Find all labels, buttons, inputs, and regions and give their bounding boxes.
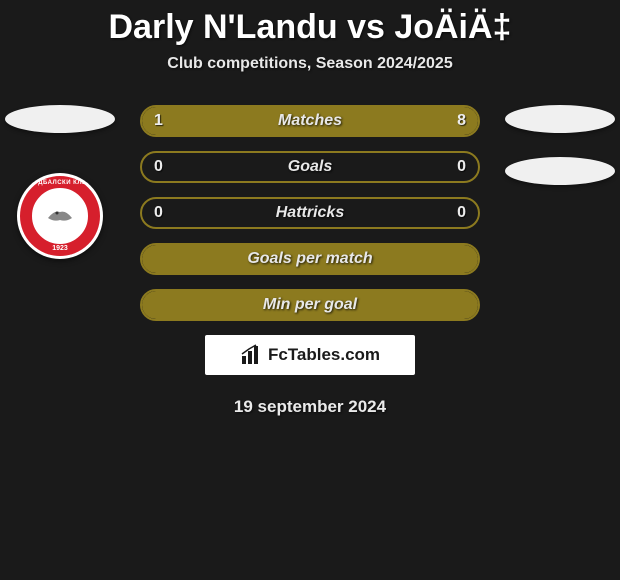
- stat-row-matches: 1 Matches 8: [140, 105, 480, 137]
- stat-right-value: 0: [457, 204, 466, 222]
- stat-row-goals-per-match: Goals per match: [140, 243, 480, 275]
- stat-label: Matches: [142, 112, 478, 130]
- right-player-avatar-placeholder-2: [505, 157, 615, 185]
- bar-chart-icon: [240, 344, 262, 366]
- comparison-layout: ФУДБАЛСКИ КЛУБ 1923 1 Matches 8 0 Goals …: [0, 105, 620, 417]
- date-label: 19 september 2024: [140, 397, 480, 417]
- eagle-icon: [44, 200, 76, 232]
- stat-row-hattricks: 0 Hattricks 0: [140, 197, 480, 229]
- branding-text: FcTables.com: [268, 345, 380, 365]
- stat-label: Goals per match: [142, 250, 478, 268]
- stat-right-value: 8: [457, 112, 466, 130]
- left-player-avatar-placeholder: [5, 105, 115, 133]
- left-player-column: ФУДБАЛСКИ КЛУБ 1923: [0, 105, 120, 259]
- stat-row-min-per-goal: Min per goal: [140, 289, 480, 321]
- club-badge-year: 1923: [17, 245, 103, 252]
- stat-row-goals: 0 Goals 0: [140, 151, 480, 183]
- stats-column: 1 Matches 8 0 Goals 0 0 Hattricks 0 Goal…: [140, 105, 480, 417]
- right-player-column: [500, 105, 620, 185]
- stat-label: Min per goal: [142, 296, 478, 314]
- stat-label: Goals: [142, 158, 478, 176]
- page-subtitle: Club competitions, Season 2024/2025: [0, 55, 620, 73]
- club-badge-name-top: ФУДБАЛСКИ КЛУБ: [17, 180, 103, 186]
- page-title: Darly N'Landu vs JoÄiÄ‡: [0, 0, 620, 47]
- branding-box[interactable]: FcTables.com: [205, 335, 415, 375]
- left-player-club-badge: ФУДБАЛСКИ КЛУБ 1923: [17, 173, 103, 259]
- right-player-avatar-placeholder-1: [505, 105, 615, 133]
- stat-label: Hattricks: [142, 204, 478, 222]
- club-badge-inner: [39, 195, 81, 237]
- stat-right-value: 0: [457, 158, 466, 176]
